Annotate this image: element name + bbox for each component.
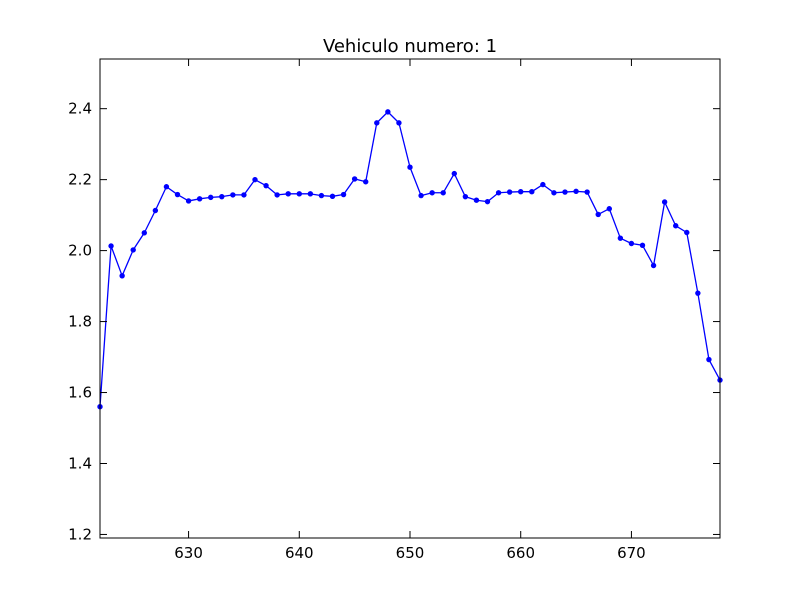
data-point [296, 191, 302, 197]
data-point [307, 191, 314, 197]
data-point [661, 199, 668, 205]
data-point [318, 192, 325, 199]
data-point [196, 196, 203, 202]
data-point [185, 198, 192, 204]
data-point [628, 240, 635, 247]
data-point [108, 243, 114, 249]
x-tick-label: 630 [174, 544, 203, 562]
data-point [407, 164, 413, 170]
plot-background [100, 59, 720, 538]
y-tick-label: 1.2 [68, 525, 92, 543]
data-point [440, 190, 446, 196]
data-point [706, 356, 712, 363]
data-point [595, 211, 601, 218]
data-point [241, 192, 247, 198]
y-tick-label: 2.2 [68, 171, 92, 189]
data-point [351, 176, 358, 182]
data-point [562, 189, 568, 195]
x-tick-label: 670 [617, 544, 646, 562]
data-point [130, 247, 136, 253]
data-point [617, 235, 624, 241]
data-point [473, 197, 480, 203]
data-point [429, 190, 435, 196]
data-point [263, 182, 269, 189]
data-point [495, 190, 502, 196]
data-point [684, 229, 690, 236]
x-tick-label: 650 [396, 544, 425, 562]
y-tick-label: 1.4 [68, 454, 92, 472]
data-point [163, 184, 170, 190]
data-point [584, 189, 590, 195]
data-point [650, 262, 657, 269]
data-point [374, 120, 380, 126]
data-point [540, 181, 546, 188]
y-tick-label: 2.0 [68, 242, 92, 260]
data-point [462, 193, 469, 200]
data-point [418, 192, 424, 199]
data-point [174, 191, 181, 198]
x-tick-label: 660 [506, 544, 535, 562]
data-point [573, 188, 579, 195]
data-point [274, 192, 280, 198]
data-point [673, 223, 679, 229]
axes-layer: 630 640 650 660 670 1.2 1.4 1.6 1.8 2.0 2.2 2.4 [68, 58, 721, 562]
plot-area [100, 59, 720, 538]
data-point [363, 179, 369, 185]
data-point [529, 189, 535, 195]
data-point [141, 230, 147, 236]
data-point [219, 193, 225, 200]
y-tick-label: 1.6 [68, 384, 92, 402]
y-tick-label: 1.8 [68, 313, 92, 331]
data-point [285, 191, 291, 197]
data-point [695, 290, 701, 296]
data-point [518, 189, 524, 195]
y-tick-label: 2.4 [68, 100, 92, 118]
data-point [252, 176, 258, 183]
data-point [152, 207, 159, 214]
chart-title: Vehiculo numero: 1 [323, 36, 497, 57]
data-point [230, 192, 236, 198]
data-point [385, 109, 391, 115]
data-point [551, 190, 557, 196]
data-point [208, 194, 214, 201]
data-point [119, 273, 125, 279]
data-point [484, 198, 491, 205]
data-point [329, 193, 336, 200]
data-point [639, 242, 646, 248]
data-point [506, 189, 513, 195]
data-point [340, 191, 347, 198]
x-tick-label: 640 [285, 544, 314, 562]
data-point [396, 120, 402, 126]
series-layer [97, 109, 723, 410]
data-point [451, 170, 457, 177]
data-point [606, 206, 612, 212]
